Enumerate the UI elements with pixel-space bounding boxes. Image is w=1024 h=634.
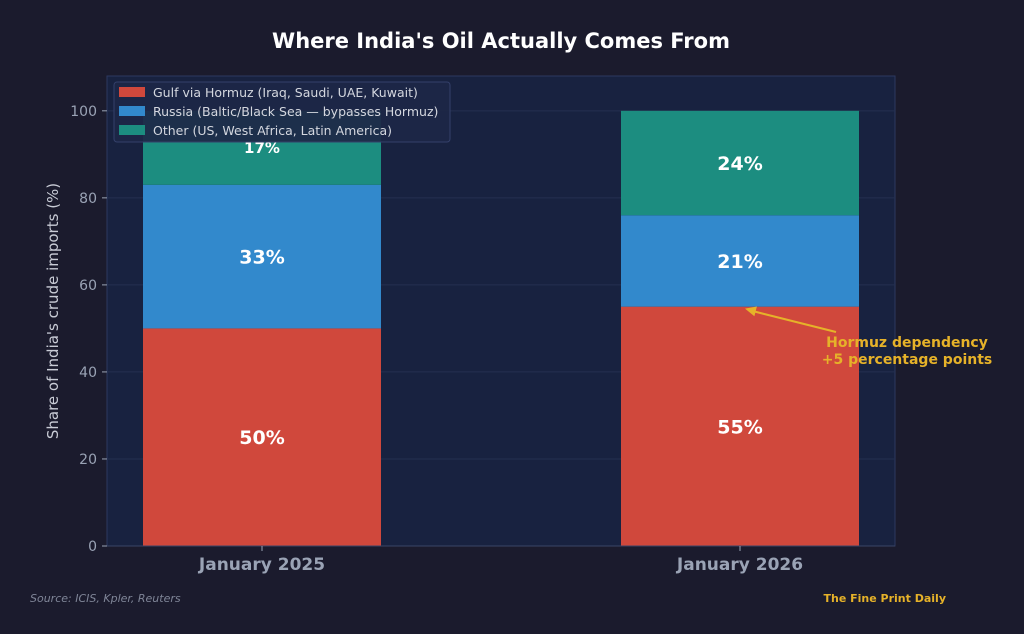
legend-label-other: Other (US, West Africa, Latin America) [153, 123, 392, 138]
annotation-arrowhead [745, 306, 757, 317]
source-note: Source: ICIS, Kpler, Reuters [30, 592, 181, 605]
annotation-arrow-line [752, 310, 837, 333]
bar-segment [621, 110, 859, 216]
x-axis: January 2025 January 2026 [107, 545, 895, 575]
bar-segment [621, 306, 859, 546]
segment-labels: 50% 33% 17% 55% 21% 24% [239, 139, 762, 449]
annotation-line-1: Hormuz dependency [826, 335, 988, 351]
segment-value-label: 17% [244, 139, 280, 157]
hormuz-annotation: Hormuz dependency +5 percentage points [745, 306, 993, 368]
y-tick-label: 40 [79, 365, 97, 381]
y-tick-label: 80 [79, 191, 97, 207]
legend: Gulf via Hormuz (Iraq, Saudi, UAE, Kuwai… [113, 81, 451, 143]
legend-label-russia: Russia (Baltic/Black Sea — bypasses Horm… [153, 104, 438, 119]
x-category-label: January 2026 [676, 555, 803, 575]
segment-value-label: 55% [717, 416, 762, 438]
segment-value-label: 24% [717, 153, 762, 175]
bar-segment [143, 184, 381, 329]
y-axis: 0 20 40 60 80 100 [70, 104, 107, 555]
legend-swatch-other [119, 125, 145, 135]
brand-credit: The Fine Print Daily [824, 592, 946, 605]
segment-value-label: 21% [717, 251, 762, 273]
y-tick-label: 0 [88, 539, 97, 555]
bar-segment [143, 328, 381, 546]
y-axis-label: Share of India's crude imports (%) [44, 183, 62, 439]
bar-stacks [143, 110, 859, 546]
legend-box [113, 81, 451, 143]
y-tick-label: 60 [79, 278, 97, 294]
segment-value-label: 33% [239, 247, 284, 269]
y-tick-label: 20 [79, 452, 97, 468]
legend-swatch-russia [119, 106, 145, 116]
annotation-line-2: +5 percentage points [822, 352, 993, 368]
bar-segment [621, 215, 859, 307]
segment-value-label: 50% [239, 427, 284, 449]
legend-swatch-gulf [119, 87, 145, 97]
y-tick-label: 100 [70, 104, 97, 120]
legend-label-gulf: Gulf via Hormuz (Iraq, Saudi, UAE, Kuwai… [153, 85, 418, 100]
chart-title: Where India's Oil Actually Comes From [272, 29, 730, 53]
x-category-label: January 2025 [198, 555, 325, 575]
